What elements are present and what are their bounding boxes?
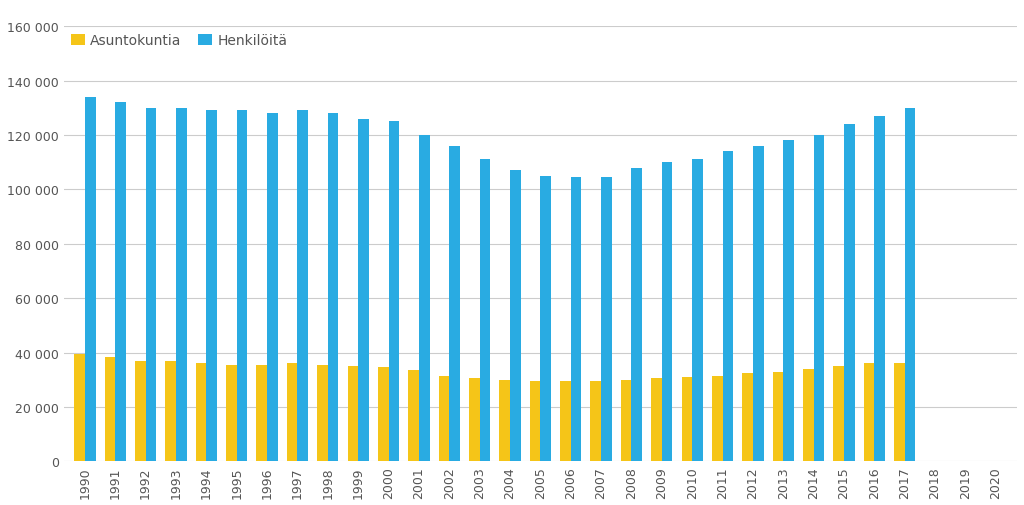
Bar	[591, 381, 601, 462]
Bar	[783, 141, 794, 462]
Bar	[773, 372, 783, 462]
Bar	[692, 160, 702, 462]
Bar	[226, 365, 237, 462]
Bar	[632, 168, 642, 462]
Bar	[145, 109, 157, 462]
Bar	[500, 380, 510, 462]
Bar	[450, 146, 460, 462]
Bar	[682, 377, 692, 462]
Bar	[510, 171, 520, 462]
Bar	[378, 368, 388, 462]
Bar	[267, 114, 278, 462]
Bar	[560, 381, 570, 462]
Bar	[803, 369, 814, 462]
Bar	[905, 109, 915, 462]
Bar	[166, 361, 176, 462]
Bar	[85, 97, 95, 462]
Bar	[541, 176, 551, 462]
Bar	[662, 163, 673, 462]
Bar	[874, 117, 885, 462]
Bar	[104, 357, 116, 462]
Bar	[116, 103, 126, 462]
Bar	[196, 364, 207, 462]
Bar	[287, 364, 297, 462]
Bar	[347, 367, 358, 462]
Bar	[894, 364, 905, 462]
Bar	[388, 122, 399, 462]
Bar	[712, 376, 723, 462]
Bar	[742, 373, 753, 462]
Bar	[409, 371, 419, 462]
Bar	[358, 119, 369, 462]
Bar	[328, 114, 339, 462]
Bar	[176, 109, 186, 462]
Bar	[135, 361, 145, 462]
Bar	[469, 379, 479, 462]
Bar	[844, 125, 855, 462]
Bar	[863, 364, 874, 462]
Bar	[723, 152, 733, 462]
Bar	[814, 136, 824, 462]
Bar	[529, 381, 541, 462]
Bar	[601, 178, 611, 462]
Bar	[297, 111, 308, 462]
Bar	[834, 367, 844, 462]
Bar	[237, 111, 248, 462]
Bar	[438, 376, 450, 462]
Bar	[256, 365, 267, 462]
Bar	[75, 354, 85, 462]
Bar	[651, 379, 662, 462]
Bar	[621, 380, 632, 462]
Bar	[207, 111, 217, 462]
Bar	[753, 146, 764, 462]
Bar	[419, 136, 429, 462]
Bar	[317, 365, 328, 462]
Bar	[570, 178, 582, 462]
Legend: Asuntokuntia, Henkilöitä: Asuntokuntia, Henkilöitä	[71, 34, 288, 48]
Bar	[479, 160, 490, 462]
